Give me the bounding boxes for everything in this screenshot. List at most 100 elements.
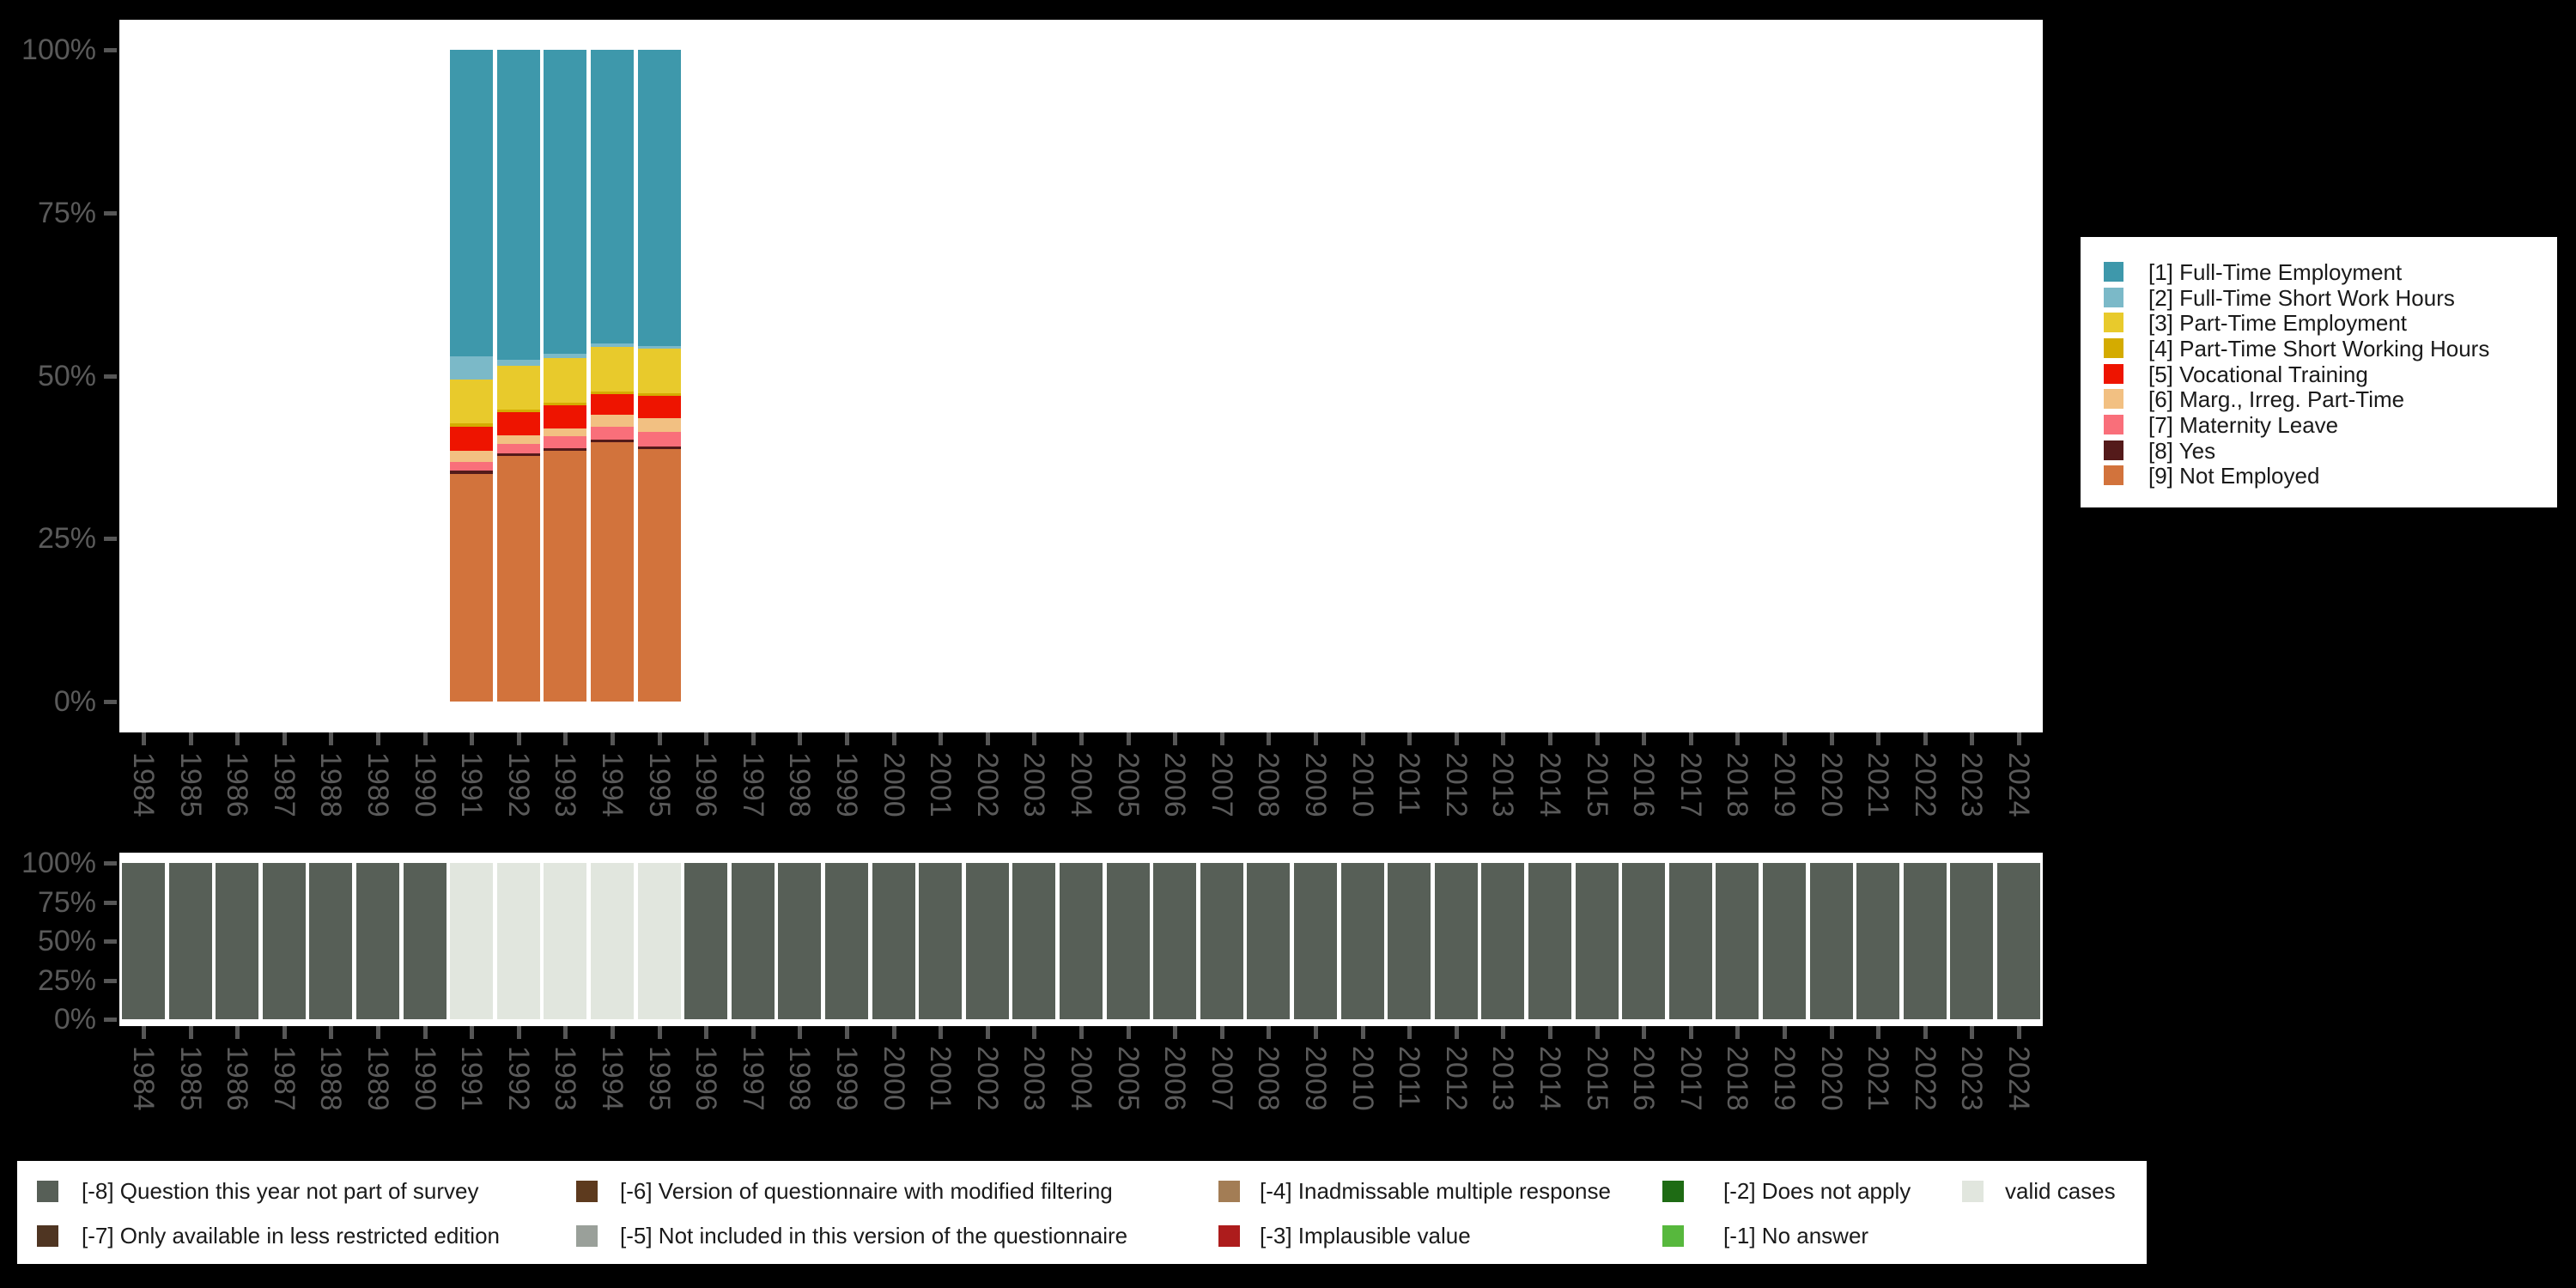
x-axis-tick — [985, 732, 990, 745]
x-axis-tick — [891, 1026, 896, 1039]
y-axis-tick — [104, 939, 117, 944]
year-label: 2016 — [1627, 1046, 1661, 1111]
legend-label: [8] Yes — [2148, 437, 2216, 464]
x-axis-tick — [1407, 1026, 1413, 1039]
availability-bar — [591, 863, 634, 1019]
x-axis-tick — [611, 1026, 615, 1039]
x-axis-tick — [1501, 732, 1506, 745]
year-label: 1995 — [642, 752, 676, 817]
x-axis-tick — [1173, 732, 1178, 745]
availability-bar — [262, 863, 306, 1019]
availability-bar — [450, 863, 494, 1019]
year-label: 1984 — [127, 752, 160, 817]
bar-segment — [450, 471, 494, 475]
x-axis-tick — [1783, 732, 1787, 745]
year-label: 2008 — [1252, 752, 1285, 817]
bar-segment — [496, 360, 540, 367]
bar-segment — [544, 450, 587, 702]
year-label: 2010 — [1346, 1046, 1379, 1111]
x-axis-tick — [1923, 732, 1928, 745]
legend-swatch — [2104, 287, 2123, 307]
x-axis-tick — [845, 732, 849, 745]
missing-codes-legend: [-8] Question this year not part of surv… — [17, 1161, 2147, 1264]
bar-segment — [496, 435, 540, 445]
availability-bar — [496, 863, 540, 1019]
x-axis-tick — [1219, 1026, 1224, 1039]
x-axis-tick — [657, 1026, 662, 1039]
availability-bar — [1997, 863, 2040, 1019]
bar-segment — [591, 343, 634, 348]
year-label: 2000 — [877, 752, 910, 817]
x-axis-tick — [798, 732, 803, 745]
x-axis-tick — [563, 1026, 568, 1039]
x-axis-tick — [1970, 732, 1975, 745]
x-axis-tick — [985, 1026, 990, 1039]
bar-segment — [450, 50, 494, 356]
bar-segment — [637, 447, 681, 450]
bar-segment — [450, 474, 494, 702]
bar-segment — [544, 404, 587, 428]
bar-segment — [591, 415, 634, 428]
y-axis-tick-label: 25% — [37, 522, 96, 556]
bar-segment — [637, 50, 681, 346]
x-axis-tick — [1454, 732, 1459, 745]
year-label: 2009 — [1299, 752, 1332, 817]
legend-label: [-6] Version of questionnaire with modif… — [620, 1178, 1113, 1204]
legend-swatch — [576, 1225, 598, 1247]
year-label: 1991 — [455, 752, 489, 817]
availability-bar — [356, 863, 399, 1019]
bar-segment — [591, 50, 634, 344]
year-label: 2023 — [1955, 1046, 1989, 1111]
year-label: 2021 — [1862, 1046, 1895, 1111]
y-axis-tick-label: 75% — [37, 196, 96, 229]
bar-segment — [637, 431, 681, 447]
bar-segment — [544, 428, 587, 437]
x-axis-tick — [142, 1026, 146, 1039]
year-label: 2003 — [1018, 1046, 1051, 1111]
availability-bar — [544, 863, 587, 1019]
availability-bar — [1903, 863, 1947, 1019]
legend-swatch — [1218, 1181, 1240, 1202]
bar-segment — [450, 355, 494, 380]
x-axis-tick — [422, 732, 428, 745]
availability-bar — [1106, 863, 1150, 1019]
year-label: 2019 — [1768, 1046, 1801, 1111]
year-label: 2007 — [1205, 752, 1238, 817]
x-axis-tick — [282, 732, 287, 745]
year-label: 2011 — [1393, 752, 1426, 816]
availability-bar — [1294, 863, 1337, 1019]
year-label: 2012 — [1439, 1046, 1473, 1111]
availability-bar — [216, 863, 259, 1019]
year-label: 2022 — [1908, 752, 1941, 817]
x-axis-tick — [1595, 732, 1600, 745]
legend-label: [1] Full-Time Employment — [2148, 259, 2403, 285]
bar-segment — [637, 348, 681, 393]
x-axis-tick — [2017, 1026, 2021, 1039]
year-label: 1987 — [267, 1046, 301, 1111]
year-label: 2024 — [2002, 752, 2035, 817]
y-axis-tick-label: 100% — [21, 847, 96, 879]
x-axis-tick — [750, 1026, 756, 1039]
x-axis-tick — [1783, 1026, 1787, 1039]
year-label: 2002 — [970, 1046, 1004, 1111]
year-label: 1989 — [361, 752, 394, 817]
bar-segment — [496, 50, 540, 361]
year-label: 2005 — [1111, 752, 1145, 817]
year-label: 2014 — [1534, 1046, 1566, 1111]
legend-swatch — [2104, 440, 2123, 460]
legend-swatch — [2104, 337, 2123, 358]
availability-bar — [1668, 863, 1712, 1019]
bar-segment — [544, 447, 587, 451]
availability-bar — [872, 863, 915, 1019]
availability-bar — [309, 863, 353, 1019]
x-axis-tick — [470, 1026, 475, 1039]
bar-segment — [496, 455, 540, 702]
year-label: 2023 — [1955, 752, 1989, 817]
x-axis-tick — [422, 1026, 428, 1039]
availability-bar — [1622, 863, 1666, 1019]
x-axis-tick — [1876, 732, 1881, 745]
legend-label: [-7] Only available in less restricted e… — [82, 1223, 501, 1249]
year-label: 2006 — [1158, 752, 1192, 817]
legend-label: [3] Part-Time Employment — [2148, 310, 2408, 337]
bar-segment — [496, 366, 540, 410]
